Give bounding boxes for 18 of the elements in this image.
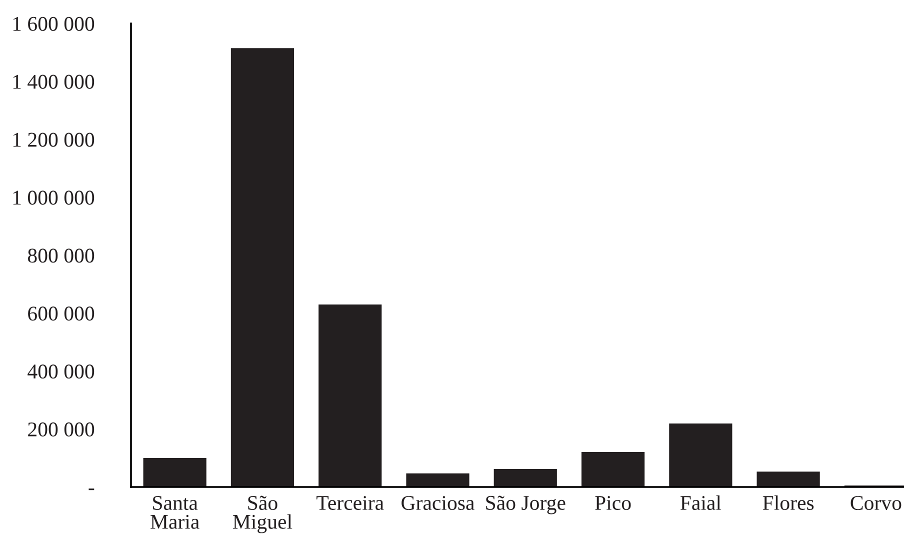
x-tick-label: Corvo xyxy=(850,496,902,510)
x-tick-label: Pico xyxy=(595,496,631,510)
y-tick-label: 400 000 xyxy=(28,364,94,379)
y-tick-label: 600 000 xyxy=(28,306,94,321)
y-tick-label: 1 600 000 xyxy=(13,16,94,31)
y-tick-label: 200 000 xyxy=(28,422,94,436)
x-tick-label: São Miguel xyxy=(232,496,292,534)
y-tick-label: 1 400 000 xyxy=(13,74,94,89)
y-tick-label: - xyxy=(88,488,94,490)
y-tick-label: 1 200 000 xyxy=(13,132,94,147)
x-tick-label: São Jorge xyxy=(486,496,566,514)
x-tick-label: Terceira xyxy=(316,496,384,510)
x-tick-label: Graciosa xyxy=(402,496,474,510)
y-tick-label: 800 000 xyxy=(28,248,94,263)
x-tick-label: Flores xyxy=(762,495,814,510)
y-tick-label: 1 000 000 xyxy=(13,190,94,205)
x-tick-label: Santa Maria xyxy=(150,496,200,529)
x-tick-label: Faial xyxy=(680,495,722,510)
